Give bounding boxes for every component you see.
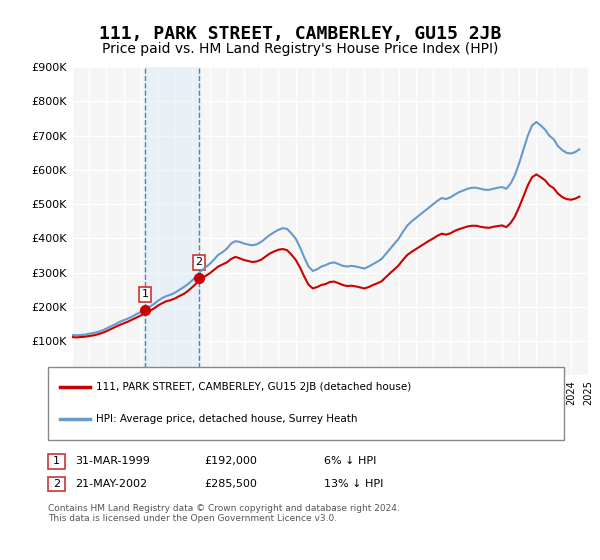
Text: 21-MAY-2002: 21-MAY-2002	[75, 479, 147, 489]
Text: 111, PARK STREET, CAMBERLEY, GU15 2JB: 111, PARK STREET, CAMBERLEY, GU15 2JB	[99, 25, 501, 43]
Text: 13% ↓ HPI: 13% ↓ HPI	[324, 479, 383, 489]
Text: HPI: Average price, detached house, Surrey Heath: HPI: Average price, detached house, Surr…	[96, 414, 358, 424]
Text: 2: 2	[196, 258, 203, 267]
Text: 1: 1	[142, 290, 149, 300]
Text: 111, PARK STREET, CAMBERLEY, GU15 2JB (detached house): 111, PARK STREET, CAMBERLEY, GU15 2JB (d…	[96, 382, 411, 392]
Text: £285,500: £285,500	[204, 479, 257, 489]
Text: Price paid vs. HM Land Registry's House Price Index (HPI): Price paid vs. HM Land Registry's House …	[102, 42, 498, 56]
Text: 2: 2	[53, 479, 60, 489]
Text: Contains HM Land Registry data © Crown copyright and database right 2024.
This d: Contains HM Land Registry data © Crown c…	[48, 504, 400, 524]
Text: 6% ↓ HPI: 6% ↓ HPI	[324, 456, 376, 466]
Text: £192,000: £192,000	[204, 456, 257, 466]
Bar	[145, 67, 199, 375]
Text: 1: 1	[53, 456, 60, 466]
Text: 31-MAR-1999: 31-MAR-1999	[75, 456, 150, 466]
